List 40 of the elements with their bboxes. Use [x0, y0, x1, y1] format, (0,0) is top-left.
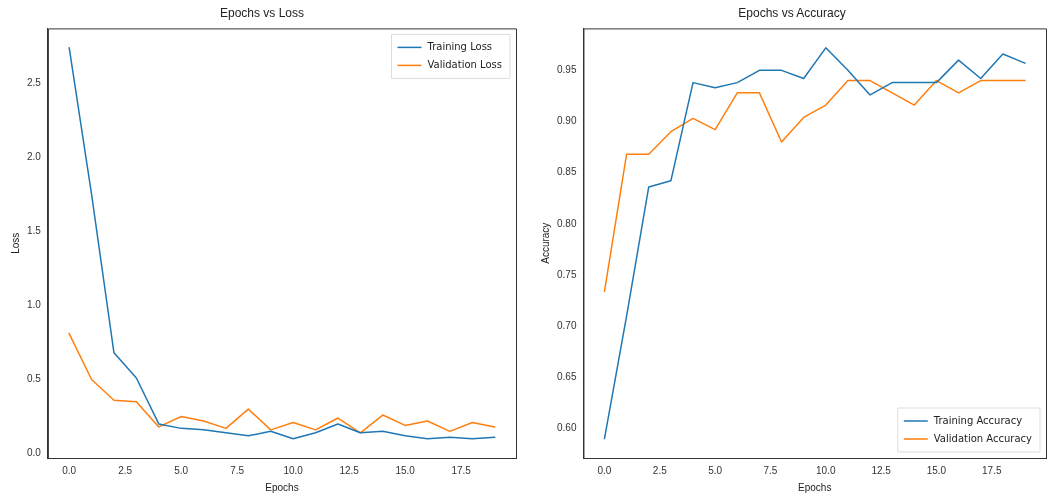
x-tick-label: 2.5: [652, 464, 668, 476]
chart-title: Epochs vs Accuracy: [738, 5, 846, 20]
y-tick-label: 0.75: [556, 268, 577, 280]
legend-label: Validation Accuracy: [933, 432, 1033, 444]
x-tick-label: 12.5: [871, 464, 892, 476]
y-tick-label: 1.5: [27, 225, 42, 237]
y-tick-label: 0.85: [556, 166, 577, 178]
y-tick-label: 0.90: [556, 115, 577, 127]
x-tick-label: 15.0: [926, 464, 947, 476]
x-tick-label: 17.5: [451, 464, 472, 476]
x-tick-label: 7.5: [763, 464, 778, 476]
y-tick-label: 1.0: [27, 299, 42, 311]
x-tick-label: 17.5: [982, 464, 1002, 476]
x-tick-label: 15.0: [395, 464, 416, 476]
y-tick-label: 2.0: [27, 151, 42, 163]
y-axis-title: Accuracy: [539, 222, 551, 264]
y-tick-label: 0.60: [556, 422, 577, 434]
x-axis-title: Epochs: [265, 481, 299, 493]
y-axis-title: Loss: [9, 232, 21, 254]
y-tick-label: 0.0: [27, 447, 42, 459]
x-tick-label: 2.5: [118, 464, 133, 476]
y-tick-label: 0.80: [556, 217, 577, 229]
y-tick-label: 0.70: [556, 319, 577, 331]
legend-label: Training Loss: [426, 40, 493, 52]
x-tick-label: 12.5: [339, 464, 360, 476]
x-tick-label: 7.5: [230, 464, 245, 476]
x-tick-label: 0.0: [62, 464, 77, 476]
x-tick-label: 0.0: [597, 464, 612, 476]
x-tick-label: 5.0: [708, 464, 723, 476]
legend-label: Training Accuracy: [932, 414, 1023, 426]
chart-title: Epochs vs Loss: [219, 5, 305, 20]
y-tick-label: 0.5: [27, 373, 42, 385]
x-axis-title: Epochs: [798, 481, 832, 493]
legend-label: Validation Loss: [427, 58, 503, 70]
x-tick-label: 10.0: [283, 464, 304, 476]
y-tick-label: 2.5: [27, 76, 42, 88]
y-tick-label: 0.95: [556, 64, 577, 76]
x-tick-label: 10.0: [816, 464, 836, 476]
x-tick-label: 5.0: [174, 464, 189, 476]
y-tick-label: 0.65: [556, 370, 577, 382]
